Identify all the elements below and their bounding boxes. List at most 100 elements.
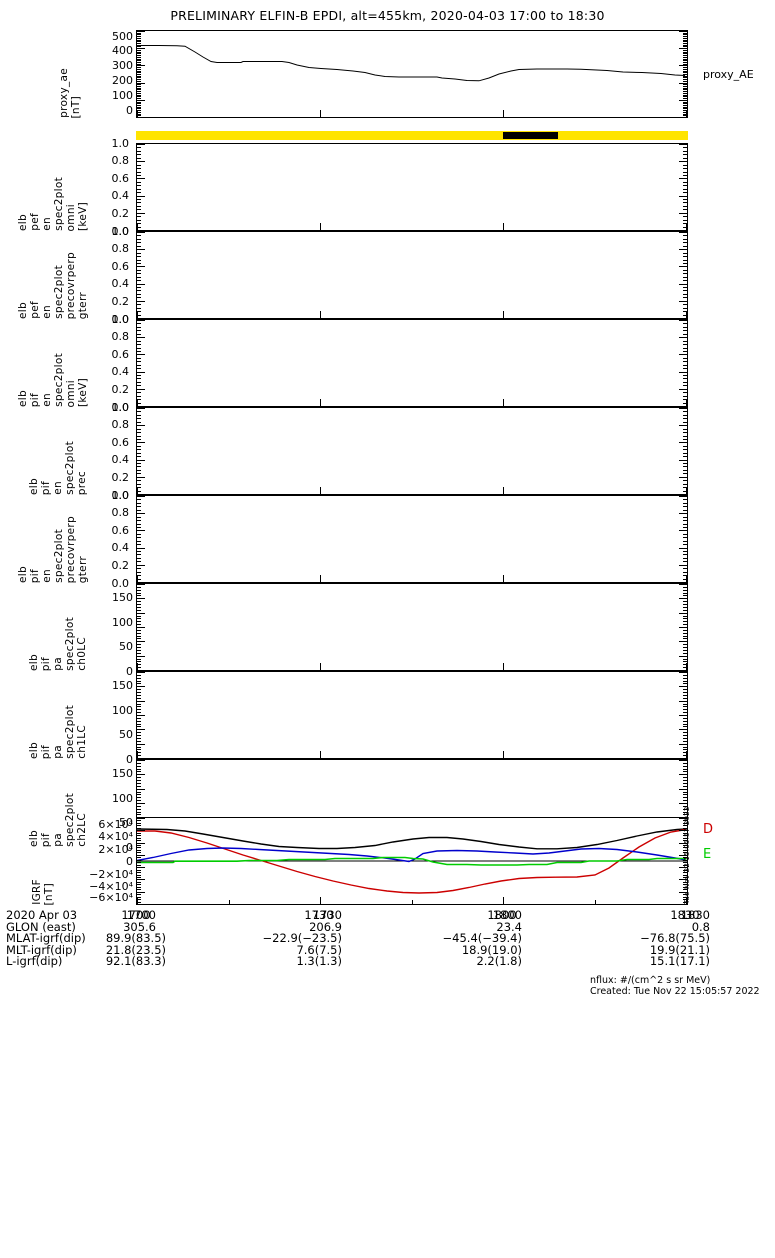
- footer-cell-3-3: 19.9(21.1): [649, 942, 710, 957]
- panel-4-right-ticks: [678, 408, 687, 495]
- ytick-elb-pif-pa-ch0lc-2: 50: [119, 640, 133, 654]
- ytick-elb-pif-en-prec-3: 0.4: [111, 453, 130, 467]
- ytitle-p1-line-1: pef: [29, 213, 41, 231]
- panel-7-left-ticks: [137, 672, 146, 759]
- ytitle-p3-line-4: omni: [65, 379, 77, 407]
- ytitle-p7-line-3: spec2plot: [64, 705, 76, 759]
- ytick-elb-pif-pa-ch1lc-0: 150: [112, 679, 133, 693]
- footer-cell-1-3: 0.8: [691, 919, 710, 934]
- ytick-proxy-ae-400: 400: [112, 44, 133, 57]
- panel-igrf: [136, 817, 688, 905]
- ytitle-p3-line-1: pif: [29, 392, 41, 407]
- ytick-elb-pef-en-precovrperp-2: 0.6: [111, 259, 130, 273]
- footer-cell-3-1: 7.6(7.5): [296, 942, 342, 957]
- panel-elb-pif-en-prec: [136, 407, 688, 495]
- ytitle-elb-pif-pa-ch1lc: elb pif pa spec2plot ch1LC: [18, 671, 98, 759]
- ytitle-p7-line-4: ch1LC: [76, 725, 88, 759]
- ytitle-elb-pef-en-precovrperp: elb pef en spec2plot precovrperp gterr: [8, 231, 98, 319]
- footer-cell-4-1: 1.3(1.3): [296, 954, 342, 969]
- ytitle-p6-line-0: elb: [28, 654, 40, 671]
- footer-cell-2-2: −45.4(−39.4): [442, 931, 522, 946]
- footer-cell-3-0: 21.8(23.5): [105, 942, 166, 957]
- ytitle-p6-line-1: pif: [40, 656, 52, 671]
- ytitle-p4-line-0: elb: [28, 478, 40, 495]
- panel-6-left-ticks: [137, 584, 146, 671]
- ytick-elb-pef-en-omni-0: 1.0: [111, 136, 130, 150]
- ytick-elb-pif-pa-ch1lc-3: 0: [126, 752, 133, 766]
- footer-cell-2-3: −76.8(75.5): [640, 931, 710, 946]
- footer-row-label-1: GLON (east): [6, 919, 76, 934]
- side-timestamp: Tue Nov 22 15:05:57 2022: [683, 806, 691, 904]
- panel-igrf-right-ticks: [678, 818, 687, 905]
- ytitle-p6-line-2: pa: [52, 657, 64, 671]
- ytick-elb-pef-en-omni-3: 0.4: [111, 189, 130, 203]
- panel-7-right-ticks: [678, 672, 687, 759]
- ytitle-p6-line-4: ch0LC: [76, 637, 88, 671]
- footer-row-label-4: L-igrf(dip): [6, 954, 63, 969]
- ytitle-p2-line-1: pef: [29, 301, 41, 319]
- ytitle-p5-line-4: precovrperp: [65, 515, 77, 583]
- ytitle-proxy-ae-line-0: proxy_ae: [58, 68, 70, 118]
- ytick-elb-pif-en-precovrperp-3: 0.4: [111, 541, 130, 555]
- ytick-elb-pif-en-prec-5: 0.0: [111, 488, 130, 502]
- footer-cell-1-2: 23.4: [496, 919, 522, 934]
- ytitle-elb-pif-en-precovrperp: elb pif en spec2plot precovrperp gterr: [8, 495, 98, 583]
- ytitle-p5-line-0: elb: [17, 566, 29, 583]
- ytitle-igrf-line-1: [nT]: [43, 882, 55, 905]
- proxy-ae-trace: [139, 45, 686, 82]
- ytick-elb-pif-en-omni-3: 0.4: [111, 365, 130, 379]
- ytitle-p1-line-2: en: [41, 217, 53, 231]
- ytitle-p1-line-4: omni: [65, 203, 77, 231]
- footer-cell-2-1: −22.9(−23.5): [262, 931, 342, 946]
- ytick-igrf-p4e4: 4×10⁴: [98, 830, 133, 843]
- igrf-traces: [137, 828, 687, 894]
- footer-table: 2020 Apr 03 GLON (east) MLAT-igrf(dip) M…: [0, 908, 775, 972]
- ytick-elb-pif-pa-ch2lc-2: 50: [119, 816, 133, 830]
- panel-5-left-ticks: [137, 496, 146, 583]
- ytick-elb-pef-en-precovrperp-3: 0.4: [111, 277, 130, 291]
- ytitle-p5-line-3: spec2plot: [53, 529, 65, 583]
- ytitle-p2-line-5: gterr: [77, 291, 89, 319]
- footer-cell-0-1: 1730: [312, 908, 342, 922]
- ytitle-p7-line-1: pif: [40, 744, 52, 759]
- footer-row-label-2: MLAT-igrf(dip): [6, 931, 86, 946]
- ytick-proxy-ae-300: 300: [112, 59, 133, 72]
- ytick-igrf-m4e4: −4×10⁴: [89, 880, 133, 893]
- footer-row-label-0: 2020 Apr 03: [6, 908, 78, 922]
- ytitle-p3-line-0: elb: [17, 390, 29, 407]
- ytick-elb-pif-pa-ch2lc-0: 150: [112, 767, 133, 781]
- ytick-elb-pef-en-omni-4: 0.2: [111, 206, 130, 220]
- ytick-elb-pif-pa-ch0lc-3: 0: [126, 664, 133, 678]
- ytick-elb-pif-en-prec-4: 0.2: [111, 470, 130, 484]
- panel-2-right-ticks: [678, 232, 687, 319]
- ytick-elb-pif-en-omni-0: 1.0: [111, 312, 130, 326]
- ytick-igrf-p2e4: 2×10⁴: [98, 843, 133, 856]
- ytick-igrf-0: 0: [126, 855, 133, 868]
- ytick-elb-pef-en-precovrperp-5: 0.0: [111, 312, 130, 326]
- panel-1-right-ticks: [678, 144, 687, 231]
- panel-3-right-ticks: [678, 320, 687, 407]
- footer-cell-2-0: 89.9(83.5): [105, 931, 166, 946]
- panel-proxy-ae-left-ticks: [137, 31, 146, 118]
- footer-row-label-3: MLT-igrf(dip): [6, 942, 77, 957]
- page-title: PRELIMINARY ELFIN-B EPDI, alt=455km, 202…: [170, 8, 605, 23]
- ytitle-igrf-line-0: IGRF: [31, 879, 43, 905]
- ytick-elb-pif-pa-ch1lc-2: 50: [119, 728, 133, 742]
- ytitle-p2-line-4: precovrperp: [65, 251, 77, 319]
- footer-cell-1-0: 305.6: [123, 919, 156, 934]
- ytitle-p7-line-2: pa: [52, 745, 64, 759]
- panel-6-right-ticks: [678, 584, 687, 671]
- footer-cell-4-2: 2.2(1.8): [476, 954, 522, 969]
- igrf-red-trace: [137, 828, 687, 894]
- ytick-elb-pif-en-precovrperp-1: 0.8: [111, 506, 130, 520]
- created-note: Created: Tue Nov 22 15:05:57 2022: [590, 986, 760, 997]
- ytick-elb-pif-pa-ch2lc-3: 0: [126, 840, 133, 854]
- panel-proxy-ae: [136, 30, 688, 118]
- ytick-elb-pif-en-precovrperp-5: 0.0: [111, 576, 130, 590]
- ytick-elb-pef-en-omni-5: 0.0: [111, 224, 130, 238]
- ytick-elb-pif-en-omni-5: 0.0: [111, 400, 130, 414]
- ytick-elb-pif-pa-ch0lc-1: 100: [112, 615, 133, 629]
- panel-5-right-ticks: [678, 496, 687, 583]
- ytick-elb-pif-en-omni-1: 0.8: [111, 330, 130, 344]
- panel-elb-pef-en-omni: [136, 143, 688, 231]
